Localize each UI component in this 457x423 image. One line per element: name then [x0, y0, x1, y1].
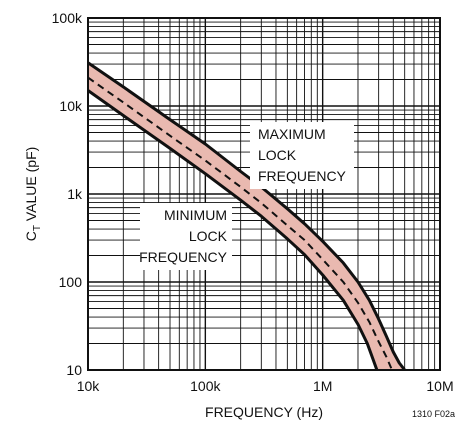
y-tick-label: 10 — [66, 362, 82, 378]
annotation-box — [250, 122, 354, 189]
series-line-3 — [87, 89, 379, 371]
annotation-box — [140, 203, 232, 270]
x-tick-label: 1M — [313, 378, 332, 394]
annotation-min: MINIMUM LOCK FREQUENCY — [139, 203, 232, 270]
y-tick-label: 1k — [67, 186, 83, 202]
annotation-line: LOCK — [189, 228, 228, 244]
annotation-line: LOCK — [258, 147, 297, 163]
x-tick-label: 100k — [190, 378, 221, 394]
annotation-line: MAXIMUM — [258, 126, 326, 142]
annotation-line: FREQUENCY — [258, 168, 347, 184]
lock-range-band-fill — [88, 62, 405, 371]
y-tick-label: 100 — [59, 274, 83, 290]
y-tick-label: 10k — [59, 98, 83, 114]
series-lines — [87, 61, 406, 371]
x-tick-label: 10k — [77, 378, 101, 394]
annotation-line: FREQUENCY — [139, 249, 228, 265]
x-axis-label: FREQUENCY (Hz) — [205, 404, 323, 420]
x-tick-labels: 10k 100k 1M 10M — [77, 378, 454, 394]
x-tick-label: 10M — [426, 378, 453, 394]
y-tick-labels: 10 100 1k 10k 100k — [52, 10, 83, 378]
annotation-max: MAXIMUM LOCK FREQUENCY — [250, 122, 354, 189]
annotations: MAXIMUM LOCK FREQUENCY MINIMUM LOCK FREQUENCY — [139, 122, 354, 270]
y-tick-label: 100k — [52, 10, 83, 26]
grid-lines — [87, 18, 440, 371]
series-line-2 — [87, 76, 393, 371]
y-axis-label-sub: T — [32, 225, 43, 231]
lock-range-band — [88, 62, 405, 371]
y-axis-label-rest: VALUE (pF) — [23, 147, 39, 225]
series-line-1 — [87, 61, 406, 371]
y-axis-label: CT VALUE (pF) — [23, 147, 43, 242]
y-axis-label-main: C — [23, 231, 39, 241]
figure-id: 1310 F02a — [412, 409, 455, 419]
plot-frame — [87, 17, 441, 371]
annotation-line: MINIMUM — [164, 207, 227, 223]
